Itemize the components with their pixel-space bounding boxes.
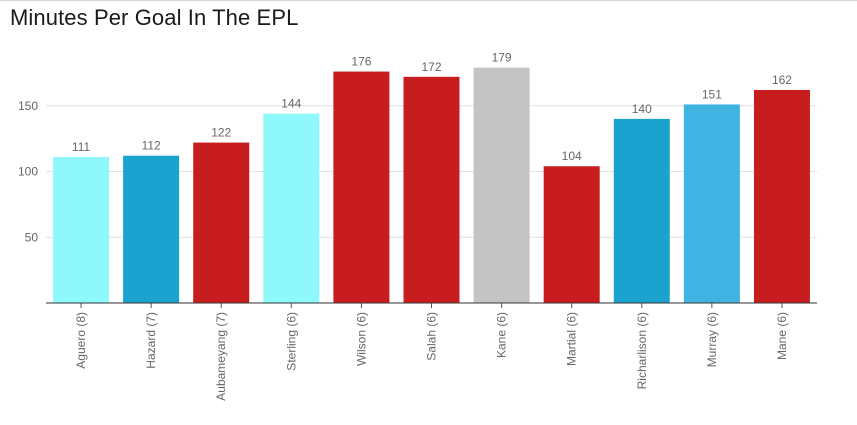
data-label: 151 xyxy=(702,87,722,101)
data-label: 179 xyxy=(492,51,512,65)
y-tick-label: 150 xyxy=(18,99,38,113)
data-label: 104 xyxy=(562,149,582,163)
bar xyxy=(123,155,180,303)
y-tick-label: 100 xyxy=(18,165,38,179)
bar xyxy=(473,67,530,304)
x-tick-label: Richarlison (6) xyxy=(635,312,649,389)
chart-title: Minutes Per Goal In The EPL xyxy=(10,5,299,30)
x-tick-label: Wilson (6) xyxy=(354,312,368,366)
data-label: 140 xyxy=(632,102,652,116)
data-labels: 111 112 122 144 176 172 179 104 140 151 162 xyxy=(72,51,792,164)
x-tick-label: Mane (6) xyxy=(775,312,789,360)
x-tick-label: Aguero (8) xyxy=(74,312,88,369)
x-axis-ticks: Aguero (8) Hazard (7) Aubameyang (7) Sterli… xyxy=(74,303,789,401)
bar xyxy=(333,71,390,303)
bar xyxy=(263,113,320,303)
bars xyxy=(53,67,810,304)
data-label: 172 xyxy=(421,60,441,74)
x-tick-label: Martial (6) xyxy=(565,312,579,366)
data-label: 162 xyxy=(772,73,792,87)
bar xyxy=(193,142,250,303)
bar xyxy=(613,118,670,304)
y-axis-ticks: 50 100 150 xyxy=(18,99,38,245)
data-label: 122 xyxy=(211,126,231,140)
x-tick-label: Salah (6) xyxy=(425,312,439,361)
x-tick-label: Murray (6) xyxy=(705,312,719,367)
bar xyxy=(753,89,810,303)
y-tick-label: 50 xyxy=(25,230,39,244)
x-tick-label: Hazard (7) xyxy=(144,312,158,369)
x-tick-label: Aubameyang (7) xyxy=(214,312,228,401)
bar xyxy=(683,104,740,303)
data-label: 111 xyxy=(72,140,91,154)
bar xyxy=(53,157,110,303)
data-label: 144 xyxy=(281,97,301,111)
bar xyxy=(403,76,460,303)
x-tick-label: Kane (6) xyxy=(495,312,509,358)
x-tick-label: Sterling (6) xyxy=(284,312,298,371)
bar xyxy=(543,166,600,303)
data-label: 176 xyxy=(351,55,371,69)
data-label: 112 xyxy=(142,139,161,153)
